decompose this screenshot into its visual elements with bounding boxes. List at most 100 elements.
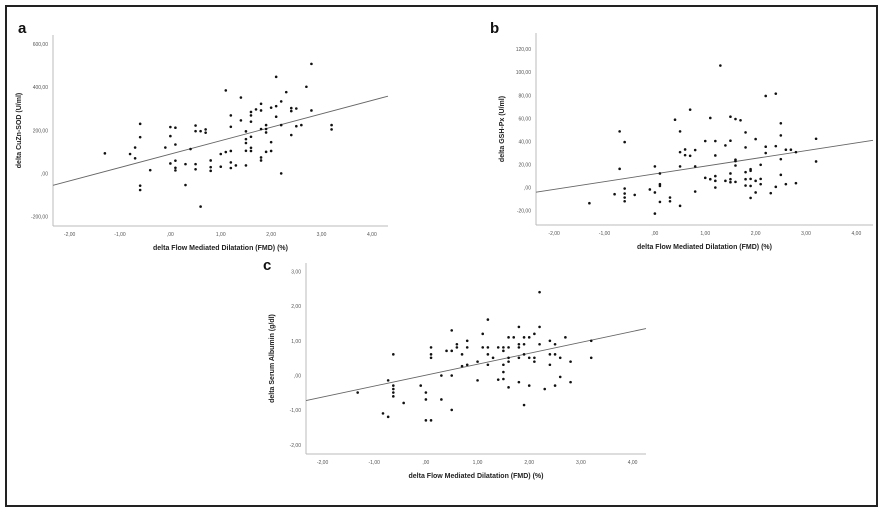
data-point [194,129,197,133]
data-point [658,200,662,204]
data-point [538,325,541,329]
x-tick-label: ,00 [651,231,658,237]
x-tick-label: -2,00 [548,231,560,237]
data-point [618,130,621,133]
x-tick-label: 3,00 [801,231,811,237]
x-tick-label: 4,00 [628,460,638,466]
data-point [714,139,717,143]
data-point [486,363,490,367]
data-point [779,157,783,161]
data-point [502,363,505,367]
data-point [194,124,197,127]
data-point [784,182,788,186]
data-point [386,379,390,382]
data-point [729,139,732,143]
data-point [734,159,737,163]
data-point [623,199,626,203]
data-point [724,144,727,147]
data-point [658,184,662,188]
data-point [502,349,505,353]
data-point [749,177,752,181]
panel-label: a [18,20,27,37]
data-point [653,191,657,194]
data-point [209,169,212,173]
data-point [744,177,747,181]
data-point [569,360,572,363]
x-tick-label: ,00 [422,460,429,466]
data-point [429,346,433,349]
data-point [184,162,187,166]
data-point [678,130,682,133]
scatter-panel-a: a -2,00 -1,00 ,00 1,00 2,00 3,00 4,00 -200,00 ,00… [16,20,389,252]
data-point [133,146,137,149]
data-point [249,149,253,153]
data-point [729,177,732,181]
y-tick-label: 100,00 [516,70,532,76]
data-point [274,115,278,119]
scatter-panel-b: b -2,00 -1,00 ,00 1,00 2,00 3,00 4,00 -20,00 ,00 2… [490,20,874,251]
data-point [440,398,443,401]
data-point [784,148,788,151]
data-point [476,379,479,382]
data-point [189,147,192,151]
data-point [564,336,567,339]
data-point [533,360,536,363]
data-point [229,114,233,117]
data-point [507,346,510,349]
x-tick-label: 1,00 [473,460,483,466]
data-point [450,349,454,353]
data-point [234,164,238,167]
data-point [249,146,253,150]
data-point [703,176,707,180]
y-tick-label: ,00 [294,374,301,380]
data-point [553,384,557,387]
data-point [274,75,278,79]
data-point [678,150,682,154]
data-point [194,168,197,171]
data-point [543,387,547,391]
data-point [734,164,737,167]
data-point [460,364,464,368]
figure-frame [5,5,878,507]
scatter-panel-c: c -2,00 -1,00 ,00 1,00 2,00 3,00 4,00 -2,00 -1,00… [263,257,647,480]
data-point [693,148,697,152]
data-point [502,346,505,349]
data-point [714,186,717,189]
data-point [613,192,616,196]
data-point [392,391,395,394]
data-point [429,353,433,356]
data-point [169,134,172,138]
data-point [569,380,572,384]
data-point [264,150,268,154]
data-point [714,154,717,157]
data-point [714,174,717,178]
data-point [683,148,687,151]
data-point [289,133,293,137]
data-point [794,150,798,154]
data-point [419,384,423,387]
data-point [548,363,552,367]
x-tick-label: -1,00 [369,460,381,466]
data-point [174,169,177,172]
data-point [204,131,207,134]
data-point [450,374,454,377]
y-axis-label: delta CuZn-SOD (U/ml) [16,93,23,168]
data-point [244,137,248,141]
x-tick-label: 3,00 [317,232,327,238]
data-point [491,356,495,360]
data-point [774,144,778,148]
data-point [465,346,469,349]
data-point [392,384,395,387]
x-tick-label: 2,00 [524,460,534,466]
data-point [527,356,531,360]
y-tick-label: 40,00 [518,139,531,145]
data-point [633,193,637,197]
data-point [517,380,521,384]
data-point [714,179,717,183]
data-point [244,149,248,153]
data-point [254,108,258,111]
data-point [209,165,212,169]
data-point [623,140,626,144]
data-point [507,386,510,389]
